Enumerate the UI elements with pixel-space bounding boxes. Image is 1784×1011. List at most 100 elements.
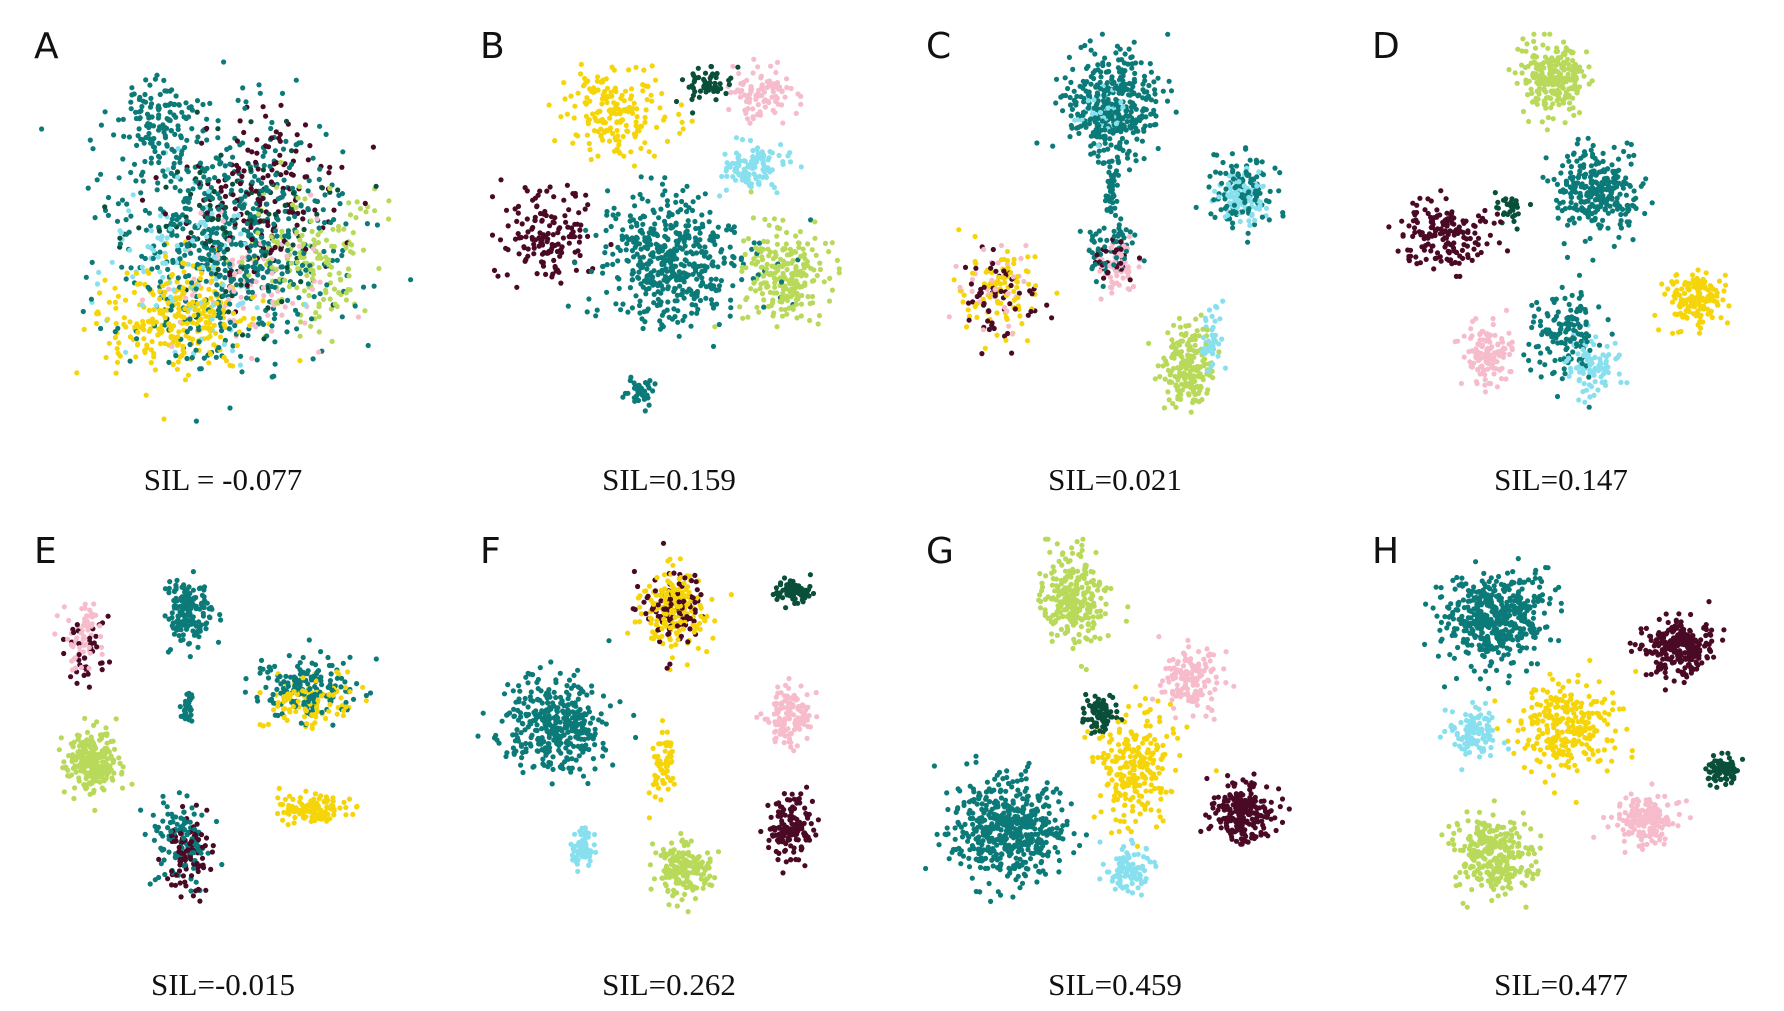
data-point xyxy=(124,201,130,207)
data-point xyxy=(1097,134,1103,140)
data-point xyxy=(238,231,244,237)
data-point xyxy=(710,259,716,265)
data-point xyxy=(143,77,149,83)
data-point xyxy=(1659,281,1665,287)
data-point xyxy=(626,104,632,110)
data-point xyxy=(1252,217,1258,223)
data-point xyxy=(118,230,124,236)
data-point xyxy=(755,247,761,253)
data-point xyxy=(133,115,139,122)
data-point xyxy=(1004,258,1011,264)
data-point xyxy=(1259,214,1265,220)
data-point xyxy=(642,408,648,414)
data-point xyxy=(1098,69,1104,75)
data-point xyxy=(1122,81,1129,88)
data-point xyxy=(127,334,133,340)
data-point xyxy=(232,206,238,212)
data-point xyxy=(177,221,183,227)
data-point xyxy=(505,223,511,229)
data-point xyxy=(1087,229,1093,235)
data-point xyxy=(532,214,538,220)
data-point xyxy=(729,260,735,266)
data-point xyxy=(793,233,799,239)
data-point xyxy=(628,374,634,380)
data-point xyxy=(169,344,175,350)
data-point xyxy=(297,358,303,364)
data-point xyxy=(638,123,645,129)
data-point xyxy=(627,285,633,291)
data-point xyxy=(961,292,967,298)
data-point xyxy=(539,240,545,246)
data-point xyxy=(174,366,180,372)
data-point xyxy=(304,272,310,279)
data-point xyxy=(677,283,683,289)
data-point xyxy=(970,299,976,305)
data-point xyxy=(809,278,816,284)
data-point xyxy=(1068,113,1074,119)
panel-d: D SIL=0.147 xyxy=(1338,0,1784,505)
data-point xyxy=(749,246,755,252)
data-point xyxy=(120,156,126,162)
data-point xyxy=(211,188,217,195)
data-point xyxy=(691,296,697,302)
data-point xyxy=(550,271,556,277)
data-point xyxy=(1093,279,1099,285)
data-point xyxy=(230,363,236,369)
data-point xyxy=(642,114,648,121)
data-point xyxy=(1028,308,1034,315)
data-point xyxy=(631,254,637,260)
data-point xyxy=(275,217,281,223)
data-point xyxy=(1252,190,1258,196)
data-point xyxy=(1508,368,1514,375)
data-point xyxy=(594,307,600,313)
data-point xyxy=(598,126,604,132)
data-point xyxy=(693,250,700,256)
data-point xyxy=(757,173,763,179)
data-point xyxy=(216,345,222,351)
data-point xyxy=(770,89,776,95)
data-point xyxy=(133,178,139,184)
data-point xyxy=(223,229,229,236)
data-point xyxy=(1088,116,1094,122)
data-point xyxy=(594,78,600,84)
data-point xyxy=(649,98,655,104)
scatter-plot-b xyxy=(489,56,842,414)
data-point xyxy=(166,117,172,123)
data-point xyxy=(1583,309,1589,315)
data-point xyxy=(212,260,218,266)
data-point xyxy=(1109,158,1115,164)
data-point xyxy=(1550,339,1556,345)
data-point xyxy=(1280,210,1286,216)
data-point xyxy=(1591,392,1597,398)
data-point xyxy=(643,291,649,297)
data-point xyxy=(1574,141,1580,147)
data-point xyxy=(634,106,640,112)
data-point xyxy=(765,283,771,289)
data-point xyxy=(515,203,522,209)
data-point xyxy=(816,313,823,319)
data-point xyxy=(282,304,288,310)
data-point xyxy=(1152,91,1158,97)
data-point xyxy=(1213,169,1219,175)
data-point xyxy=(123,231,130,237)
data-point xyxy=(651,291,657,297)
data-point xyxy=(1086,121,1092,127)
data-point xyxy=(315,255,321,261)
data-point xyxy=(1049,315,1055,321)
data-point xyxy=(1017,313,1023,319)
data-point xyxy=(620,133,626,140)
data-point xyxy=(326,170,332,176)
data-point xyxy=(218,152,224,158)
data-point xyxy=(290,300,296,306)
data-point xyxy=(278,159,284,165)
data-point xyxy=(552,215,558,221)
data-point xyxy=(293,204,299,211)
data-point xyxy=(980,327,986,333)
data-point xyxy=(133,109,139,115)
data-point xyxy=(992,287,998,293)
data-point xyxy=(630,194,636,200)
data-point xyxy=(1266,199,1272,205)
data-point xyxy=(628,224,634,230)
data-point xyxy=(327,296,333,302)
data-point xyxy=(1216,349,1222,355)
